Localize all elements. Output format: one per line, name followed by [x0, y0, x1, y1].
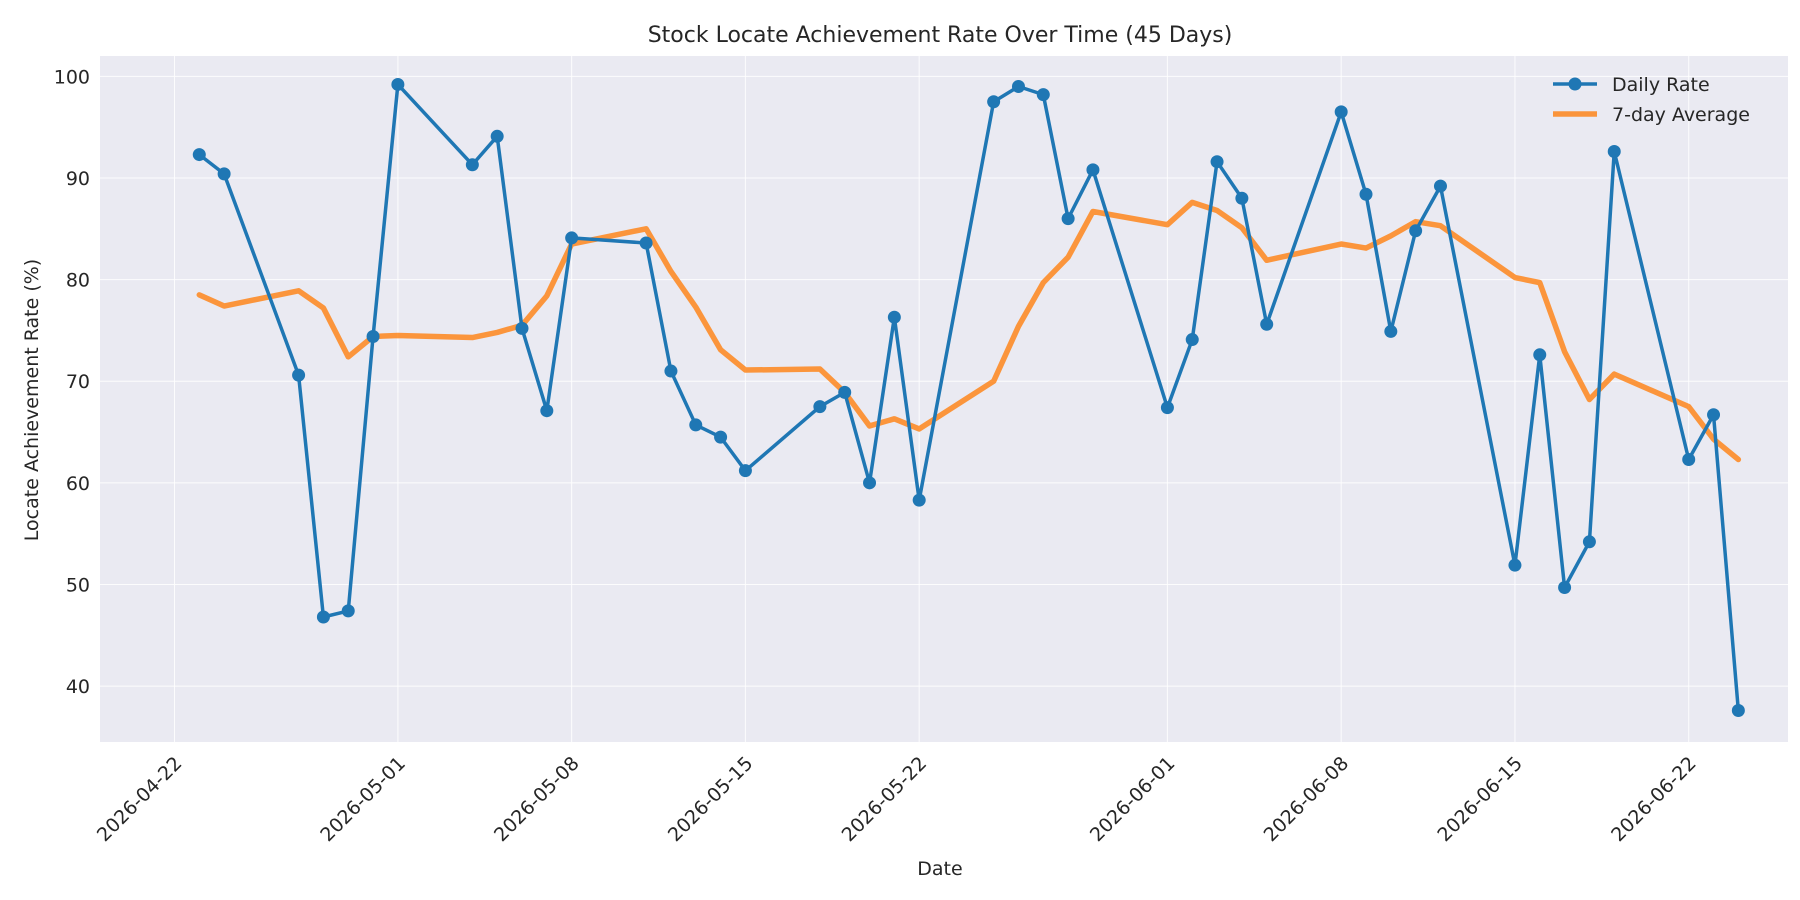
x-tick-label: 2026-06-08 — [1260, 752, 1354, 846]
data-point — [1036, 88, 1050, 102]
data-point — [738, 464, 752, 478]
data-point — [838, 385, 852, 399]
data-point — [912, 493, 926, 507]
data-point — [565, 231, 579, 245]
data-point — [987, 95, 1001, 109]
data-point — [1533, 348, 1547, 362]
x-tick-label: 2026-05-01 — [316, 752, 410, 846]
data-point — [1508, 558, 1522, 572]
data-point — [714, 430, 728, 444]
data-point — [515, 321, 529, 335]
data-point — [1607, 145, 1621, 159]
data-point — [217, 167, 231, 181]
legend-item-daily-rate: Daily Rate — [1553, 74, 1710, 96]
legend-item-7-day-average: 7-day Average — [1553, 104, 1750, 126]
legend: Daily Rate 7-day Average — [1553, 74, 1750, 126]
y-tick-label: 80 — [66, 270, 90, 292]
y-tick-label: 100 — [54, 66, 90, 88]
series-line-7-day-average — [196, 199, 1742, 463]
data-point — [887, 310, 901, 324]
legend-label-7-day-average: 7-day Average — [1612, 104, 1750, 126]
data-point — [465, 158, 479, 172]
data-point — [490, 129, 504, 143]
data-point — [1359, 187, 1373, 201]
legend-label-daily-rate: Daily Rate — [1612, 74, 1710, 96]
data-point — [1160, 401, 1174, 415]
data-point — [1682, 452, 1696, 466]
data-point — [664, 364, 678, 378]
data-point — [689, 418, 703, 432]
y-tick-label: 50 — [66, 574, 90, 596]
legend-marker-daily-rate — [1568, 77, 1582, 91]
data-point — [1086, 163, 1100, 177]
data-point — [1061, 212, 1075, 226]
y-tick-label: 70 — [66, 371, 90, 393]
y-axis-label: Locate Achievement Rate (%) — [21, 259, 43, 541]
x-tick-label: 2026-04-22 — [93, 752, 187, 846]
series-7-day-average — [196, 199, 1742, 463]
y-tick-label: 40 — [66, 676, 90, 698]
data-point — [1260, 317, 1274, 331]
y-tick-label: 60 — [66, 473, 90, 495]
data-point — [1558, 581, 1572, 595]
data-point — [1011, 79, 1025, 93]
data-point — [1582, 535, 1596, 549]
data-point — [292, 368, 306, 382]
x-axis-label: Date — [917, 858, 962, 880]
chart-title: Stock Locate Achievement Rate Over Time … — [648, 23, 1233, 48]
data-point — [863, 476, 877, 490]
x-axis: 2026-04-22 2026-05-01 2026-05-08 2026-05-15… — [93, 752, 1701, 846]
data-point — [192, 148, 206, 162]
x-tick-label: 2026-05-15 — [664, 752, 758, 846]
plot-area — [100, 56, 1788, 742]
x-tick-label: 2026-06-15 — [1433, 752, 1527, 846]
data-point — [1731, 703, 1745, 717]
data-point — [316, 610, 330, 624]
x-tick-label: 2026-05-08 — [490, 752, 584, 846]
data-point — [366, 330, 380, 343]
data-point — [1334, 105, 1348, 119]
data-point — [813, 400, 827, 414]
data-point — [1235, 191, 1249, 205]
x-tick-label: 2026-05-22 — [838, 752, 932, 846]
y-axis: 40 50 60 70 80 90 100 — [54, 66, 90, 698]
data-point — [1409, 224, 1423, 238]
x-tick-label: 2026-06-01 — [1086, 752, 1180, 846]
x-tick-label: 2026-06-22 — [1607, 752, 1701, 846]
data-point — [1707, 408, 1721, 422]
data-point — [341, 604, 355, 618]
data-point — [1433, 179, 1447, 193]
series-layer — [192, 77, 1745, 717]
grid — [100, 56, 1788, 742]
series-daily-rate — [192, 77, 1745, 717]
data-point — [540, 404, 554, 418]
data-point — [1384, 324, 1398, 338]
y-tick-label: 90 — [66, 168, 90, 190]
data-point — [1185, 333, 1199, 347]
data-point — [1210, 155, 1224, 169]
data-point — [391, 77, 405, 91]
data-point — [639, 236, 653, 250]
